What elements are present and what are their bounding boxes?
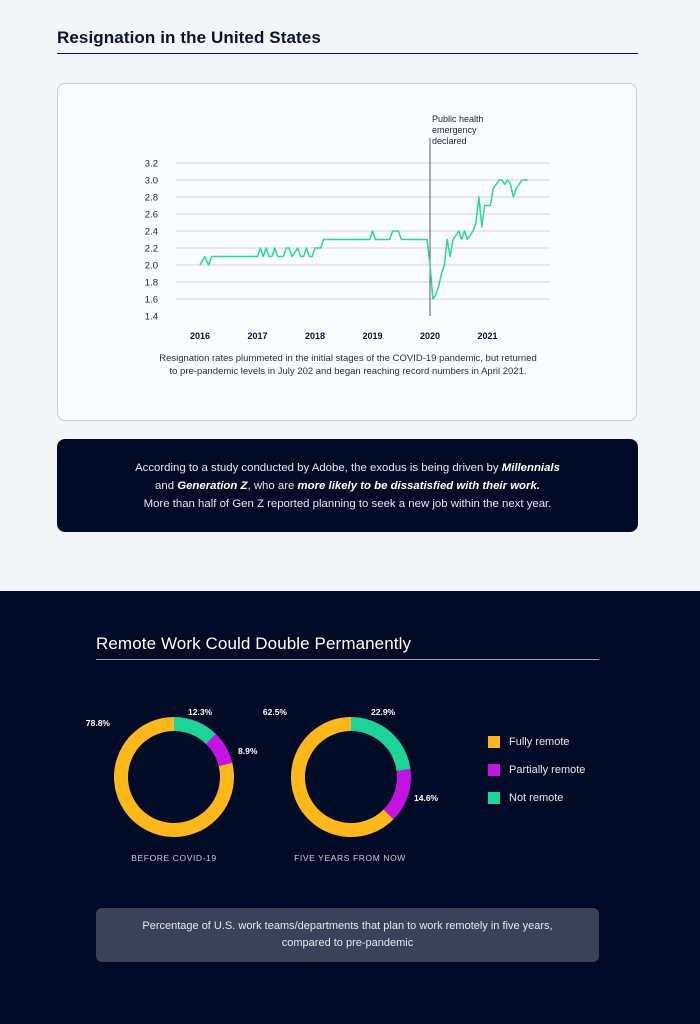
legend-label: Partially remote [509, 764, 586, 776]
legend-label: Not remote [509, 792, 564, 804]
x-tick-label: 2020 [420, 331, 440, 341]
pandemic-annotation-text: Public health [432, 114, 484, 124]
donut-slice-partially-remote [206, 734, 233, 767]
x-tick-label: 2017 [247, 331, 267, 341]
callout-millennials: Millennials [501, 461, 560, 474]
y-tick-label: 2.0 [145, 261, 158, 272]
y-tick-label: 2.4 [145, 227, 158, 238]
y-tick-label: 1.8 [145, 278, 158, 289]
pandemic-annotation-text: declared [432, 136, 467, 146]
resignation-rate-line [199, 179, 528, 300]
donut-legend: Fully remote Partially remote Not remote [488, 735, 585, 819]
y-tick-label: 2.2 [145, 244, 158, 255]
donut-slice-not-remote [174, 717, 216, 745]
resignation-line-chart: 3.2 3.0 2.8 2.6 2.4 2.2 2.0 1.8 1.6 1.4 2016 2017 20… [145, 114, 550, 341]
donut-slice-fully-remote [291, 717, 394, 837]
legend-swatch-not-remote [488, 792, 500, 804]
x-tick-label: 2018 [305, 331, 325, 341]
x-tick-label: 2016 [190, 331, 210, 341]
remote-title-divider [96, 659, 599, 660]
x-tick-label: 2019 [362, 331, 382, 341]
callout-line-3: More than half of Gen Z reported plannin… [143, 497, 552, 510]
callout-dissatisfied: more likely to be dissatisfied with thei… [297, 479, 540, 492]
pandemic-annotation-text: emergency [432, 125, 477, 135]
chart-caption: Resignation rates plummeted in the initi… [159, 353, 537, 377]
callout-gen-z: Generation Z [177, 479, 248, 492]
donut-value-label: 12.3% [188, 707, 213, 717]
callout-line-1: According to a study conducted by Adobe,… [87, 459, 608, 477]
donut-slice-partially-remote [383, 769, 411, 820]
donut-label-before: BEFORE COVID-19 [131, 853, 217, 863]
callout-text: According to a study conducted by Adobe,… [135, 461, 502, 474]
donut-value-label: 22.9% [371, 707, 396, 717]
donut-value-label: 78.8% [86, 718, 111, 728]
donut-slice-not-remote [351, 717, 411, 771]
x-tick-label: 2021 [477, 331, 497, 341]
legend-item-fully-remote: Fully remote [488, 735, 585, 749]
donut-value-label: 62.5% [263, 707, 288, 717]
resignation-title: Resignation in the United States [57, 28, 321, 47]
donut-label-after: FIVE YEARS FROM NOW [294, 853, 406, 863]
adobe-study-callout: According to a study conducted by Adobe,… [57, 439, 638, 532]
remote-work-title: Remote Work Could Double Permanently [96, 634, 412, 653]
y-tick-label: 3.2 [145, 159, 158, 170]
legend-label: Fully remote [509, 736, 570, 748]
donut-value-label: 8.9% [238, 746, 258, 756]
legend-item-not-remote: Not remote [488, 791, 585, 805]
legend-swatch-fully-remote [488, 736, 500, 748]
y-tick-label: 1.4 [145, 312, 158, 323]
legend-item-partially-remote: Partially remote [488, 763, 585, 777]
y-tick-label: 2.6 [145, 210, 158, 221]
y-tick-label: 1.6 [145, 295, 158, 306]
remote-work-donut-charts: 78.8% 8.9% 12.3% 62.5% 14.6% 22.9% [86, 707, 439, 837]
callout-line-2: and Generation Z, who are more likely to… [87, 477, 608, 495]
y-tick-label: 3.0 [145, 176, 158, 187]
callout-text: and [155, 479, 178, 492]
title-divider [57, 53, 638, 54]
callout-text: , who are [247, 479, 298, 492]
donut-value-label: 14.6% [414, 793, 439, 803]
legend-swatch-partially-remote [488, 764, 500, 776]
remote-work-note: Percentage of U.S. work teams/department… [96, 908, 599, 962]
resignation-chart-card: 3.2 3.0 2.8 2.6 2.4 2.2 2.0 1.8 1.6 1.4 2016 2017 20… [57, 83, 637, 421]
y-tick-label: 2.8 [145, 193, 158, 204]
